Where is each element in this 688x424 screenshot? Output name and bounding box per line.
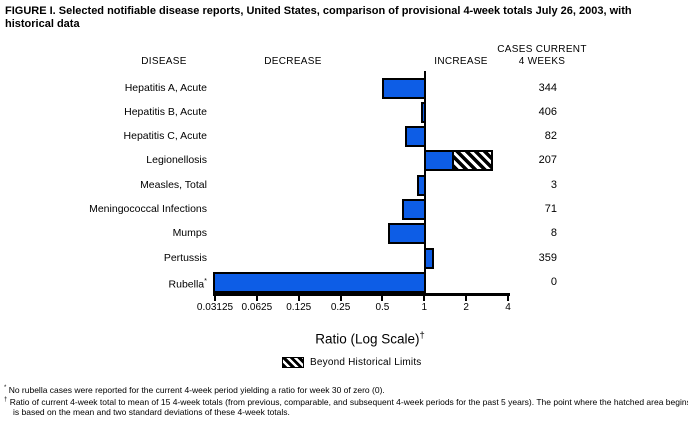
x-axis-tick-label: 0.25 (330, 302, 351, 313)
x-axis-tick-mark (423, 295, 426, 301)
column-header-disease: DISEASE (141, 56, 187, 67)
x-axis-tick-label: 1 (421, 302, 428, 313)
footnote-rubella-marker: * (4, 385, 7, 391)
disease-label: Hepatitis B, Acute (124, 105, 207, 118)
ratio-bar (420, 101, 426, 123)
disease-label: Hepatitis C, Acute (123, 130, 207, 143)
ratio-bar (423, 150, 455, 172)
footnotes: * No rubella cases were reported for the… (4, 383, 688, 417)
x-axis-tick-label: 2 (463, 302, 469, 313)
footnote-ratio-marker: † (4, 396, 8, 403)
x-axis-title-text: Ratio (Log Scale) (315, 331, 420, 347)
ratio-bar (401, 199, 426, 220)
column-header-decrease: DECREASE (264, 56, 322, 67)
x-axis-line (213, 293, 510, 296)
cases-current-value: 8 (550, 227, 557, 240)
footnote-rubella-text: No rubella cases were reported for the c… (8, 384, 385, 395)
x-axis-tick-mark (381, 295, 384, 301)
ratio-bar (388, 223, 426, 245)
x-axis-tick-mark (255, 295, 258, 301)
x-axis-tick-mark (297, 295, 300, 301)
x-axis-tick-label: 0.03125 (196, 302, 234, 313)
column-header-cases: CASES CURRENT 4 WEEKS (492, 44, 592, 68)
cases-current-value: 344 (538, 81, 557, 94)
x-axis-title: Ratio (Log Scale)† (260, 330, 480, 347)
disease-label: Mumps (172, 227, 207, 240)
cases-current-value: 207 (538, 154, 557, 167)
x-axis-tick-mark (506, 295, 509, 301)
cases-current-value: 359 (538, 251, 557, 264)
figure-title: FIGURE I. Selected notifiable disease re… (5, 5, 632, 30)
column-header-cases-line1: CASES CURRENT (497, 44, 587, 55)
cases-current-value: 0 (550, 275, 557, 288)
disease-label: Measles, Total (140, 178, 207, 191)
x-axis-tick-mark (214, 295, 216, 301)
cases-current-value: 71 (544, 203, 557, 215)
disease-label: Hepatitis A, Acute (124, 81, 207, 94)
x-axis-tick-mark (339, 295, 342, 301)
cases-current-value: 406 (538, 105, 557, 118)
footnote-ratio-text: Ratio of current 4-week total to mean of… (9, 396, 688, 417)
x-axis-tick-label: 4 (505, 302, 511, 313)
ratio-bar (382, 77, 426, 99)
ratio-bar (423, 247, 434, 269)
cases-current-value: 3 (550, 178, 557, 191)
footnote-ratio: † Ratio of current 4-week total to mean … (4, 395, 688, 417)
ratio-bar (213, 271, 426, 293)
disease-label: Rubella* (168, 275, 207, 291)
ratio-bar (405, 126, 426, 148)
x-axis-tick-label: 0.0625 (241, 302, 273, 313)
x-axis-tick-mark (465, 295, 468, 301)
ratio-bar (417, 174, 426, 196)
cases-current-value: 82 (544, 130, 557, 143)
beyond-historical-limits-bar (452, 150, 493, 172)
disease-label: Meningococcal Infections (89, 203, 207, 215)
disease-label: Legionellosis (146, 154, 207, 167)
legend-hatched-swatch (282, 357, 304, 368)
legend-label: Beyond Historical Limits (310, 357, 422, 368)
x-axis-tick-label: 0.5 (375, 302, 390, 313)
footnote-rubella: * No rubella cases were reported for the… (4, 383, 688, 395)
disease-label: Pertussis (163, 251, 207, 264)
x-axis-tick-label: 0.125 (286, 302, 312, 313)
column-header-cases-line2: 4 WEEKS (518, 56, 566, 67)
x-axis-title-superscript: † (419, 330, 425, 341)
column-header-increase: INCREASE (434, 56, 488, 67)
disease-label-superscript: * (204, 275, 207, 285)
